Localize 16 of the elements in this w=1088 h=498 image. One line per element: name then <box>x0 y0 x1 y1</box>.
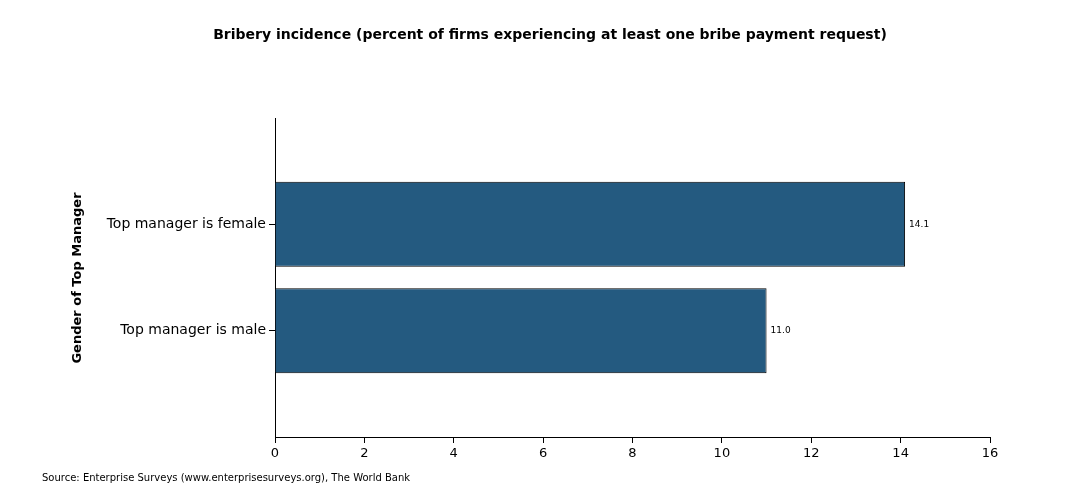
x-tick-label: 4 <box>449 445 458 461</box>
data-label: 14.1 <box>909 218 930 229</box>
x-tick-label: 14 <box>892 445 909 461</box>
x-tick-label: 2 <box>360 445 369 461</box>
y-tick-label: Top manager is female <box>105 214 266 231</box>
x-tick-label: 6 <box>538 445 548 461</box>
x-tick-label: 16 <box>981 445 999 461</box>
y-tick-label: Top manager is male <box>119 321 266 338</box>
x-tick-label: 8 <box>628 445 637 461</box>
x-tick-label: 12 <box>802 445 820 461</box>
source-note: Source: Enterprise Surveys (www.enterprisesurveys.org), The World Bank <box>42 471 411 483</box>
y-axis-title: Gender of Top Manager <box>69 191 85 364</box>
x-tick-label: 0 <box>270 445 280 461</box>
x-tick-label: 10 <box>713 445 731 461</box>
chart-title: Bribery incidence (percent of firms experiencing at least one bribe payment request) <box>213 25 887 42</box>
data-label: 11.0 <box>770 325 791 336</box>
